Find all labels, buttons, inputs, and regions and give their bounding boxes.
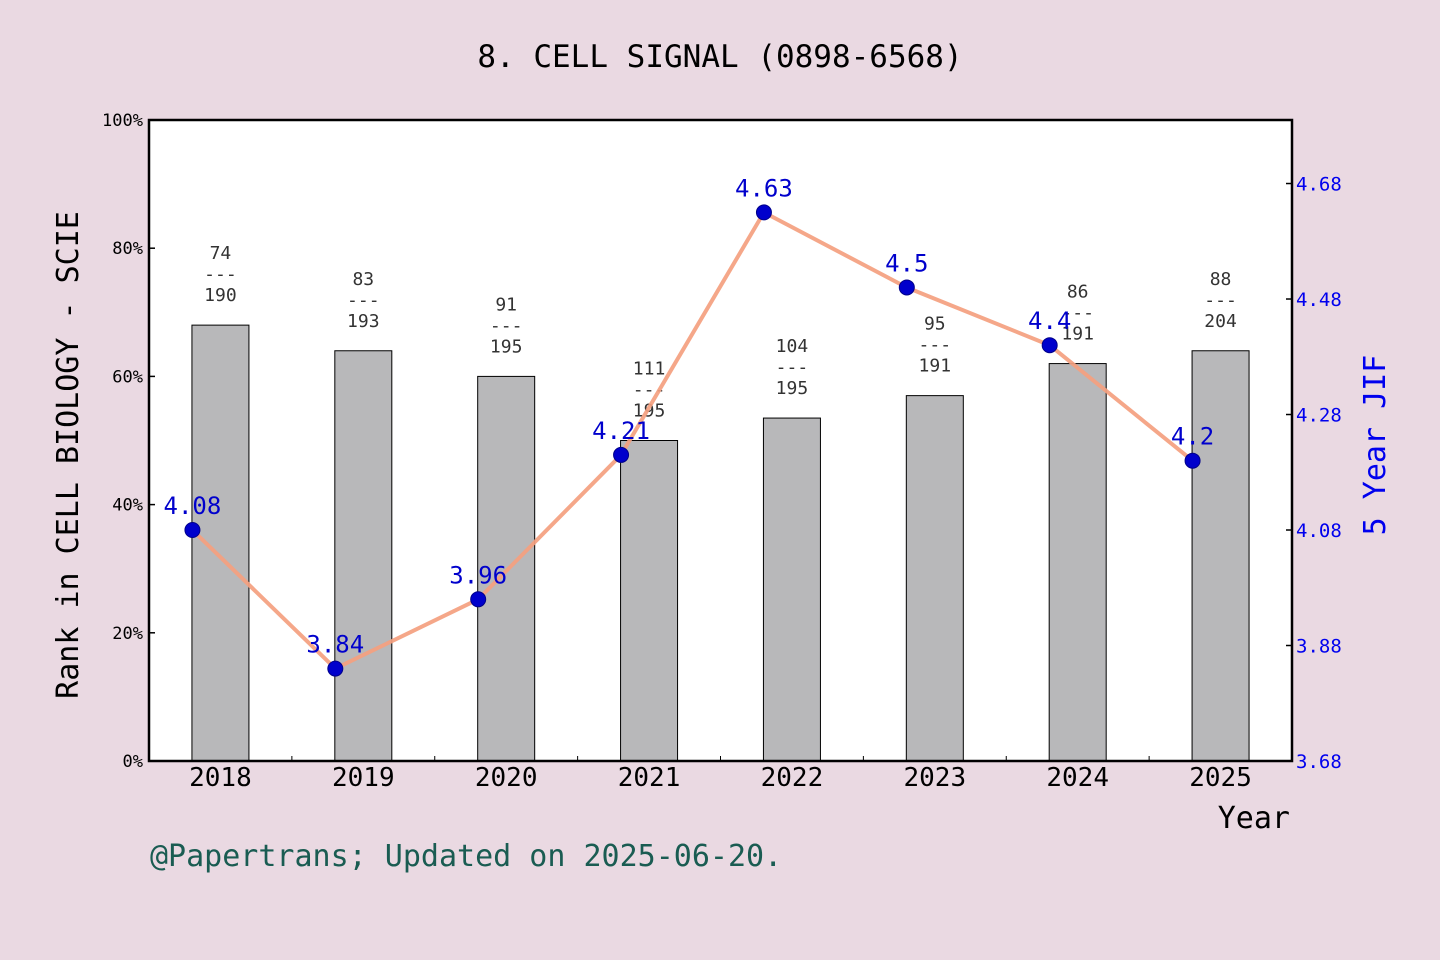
right-tick-label: 4.28 — [1296, 405, 1342, 427]
x-tick-label-2018: 2018 — [189, 763, 252, 793]
rank-total: 204 — [1204, 311, 1237, 332]
left-tick-label: 100% — [102, 111, 143, 131]
footer-note: @Papertrans; Updated on 2025-06-20. — [150, 839, 782, 874]
rank-total: 191 — [919, 356, 952, 377]
bar-2019 — [334, 350, 393, 762]
bar-2018 — [191, 324, 250, 762]
jif-value-label: 4.63 — [735, 174, 793, 202]
rank-total: 195 — [490, 336, 523, 357]
jif-point-2021 — [613, 446, 630, 463]
x-tick-label-2025: 2025 — [1189, 763, 1252, 793]
jif-value-label: 4.2 — [1171, 423, 1214, 451]
x-tick-label-2024: 2024 — [1046, 763, 1109, 793]
rank-total: 191 — [1061, 324, 1094, 345]
bar-2021 — [620, 440, 679, 762]
jif-value-label: 4.08 — [164, 492, 222, 520]
bar-2022 — [762, 417, 821, 762]
x-tick-label-2020: 2020 — [475, 763, 538, 793]
rank-value: 88 — [1210, 269, 1232, 290]
bar-2023 — [905, 395, 964, 762]
rank-labels-group: 74---19083---19391---195111---195104---1… — [204, 243, 1237, 421]
rank-separator: --- — [919, 335, 952, 356]
rank-separator: --- — [347, 290, 380, 311]
right-tick-label: 3.88 — [1296, 636, 1342, 658]
jif-value-label: 4.4 — [1028, 307, 1071, 335]
left-tick-label: 20% — [112, 624, 143, 644]
jif-point-2019 — [327, 660, 344, 677]
x-tick-label-2023: 2023 — [904, 763, 967, 793]
rank-value: 86 — [1067, 282, 1089, 303]
plot-area — [149, 120, 1292, 761]
jif-line-group: 4.08 3.84 3.96 4.21 4.63 4.5 4.4 4.2 — [164, 174, 1214, 677]
right-tick-label: 3.68 — [1296, 751, 1342, 773]
jif-value-label: 4.21 — [592, 417, 650, 445]
x-tick-label-2022: 2022 — [761, 763, 824, 793]
x-tick-label-2019: 2019 — [332, 763, 395, 793]
x-axis-ticks: 2018 2019 2020 2021 2022 2023 2024 2025 — [189, 756, 1252, 793]
jif-point-2018 — [184, 522, 201, 539]
x-axis-title: Year — [1218, 801, 1290, 836]
rank-separator: --- — [204, 264, 237, 285]
rank-value: 104 — [776, 336, 809, 357]
right-tick-label: 4.08 — [1296, 520, 1342, 542]
rank-separator: --- — [1204, 290, 1237, 311]
chart-title: 8. CELL SIGNAL (0898-6568) — [477, 39, 962, 75]
left-axis-title: Rank in CELL BIOLOGY - SCIE — [51, 211, 86, 699]
rank-separator: --- — [1061, 303, 1094, 324]
left-tick-label: 80% — [112, 239, 143, 259]
x-tick-label-2021: 2021 — [618, 763, 681, 793]
jif-point-2025 — [1184, 452, 1201, 469]
right-axis-ticks: 3.68 3.88 4.08 4.28 4.48 4.68 — [1286, 174, 1342, 773]
rank-value: 91 — [495, 294, 517, 315]
jif-point-2024 — [1041, 337, 1058, 354]
jif-line — [191, 210, 1194, 671]
rank-value: 83 — [352, 269, 374, 290]
jif-value-label: 3.84 — [306, 631, 364, 659]
left-axis-ticks: 0% 20% 40% 60% 80% 100% — [102, 111, 155, 772]
rank-separator: --- — [776, 357, 809, 378]
jif-point-2020 — [470, 591, 487, 608]
rank-total: 190 — [204, 285, 237, 306]
jif-point-2022 — [755, 204, 772, 221]
bar-2024 — [1048, 363, 1107, 762]
jif-value-label: 3.96 — [449, 561, 507, 589]
left-tick-label: 40% — [112, 496, 143, 516]
jif-value-label: 4.5 — [885, 249, 928, 277]
rank-value: 111 — [633, 359, 666, 380]
left-tick-label: 60% — [112, 367, 143, 387]
rank-value: 74 — [210, 243, 232, 264]
left-tick-label: 0% — [123, 752, 143, 772]
right-axis-title: 5 Year JIF — [1358, 355, 1393, 536]
bar-2025 — [1191, 350, 1250, 762]
right-tick-label: 4.48 — [1296, 289, 1342, 311]
bars-group — [191, 324, 1250, 762]
rank-separator: --- — [490, 315, 523, 336]
jif-point-2023 — [898, 279, 915, 296]
rank-total: 193 — [347, 311, 380, 332]
rank-value: 95 — [924, 314, 946, 335]
rank-total: 195 — [776, 378, 809, 399]
right-tick-label: 4.68 — [1296, 174, 1342, 196]
